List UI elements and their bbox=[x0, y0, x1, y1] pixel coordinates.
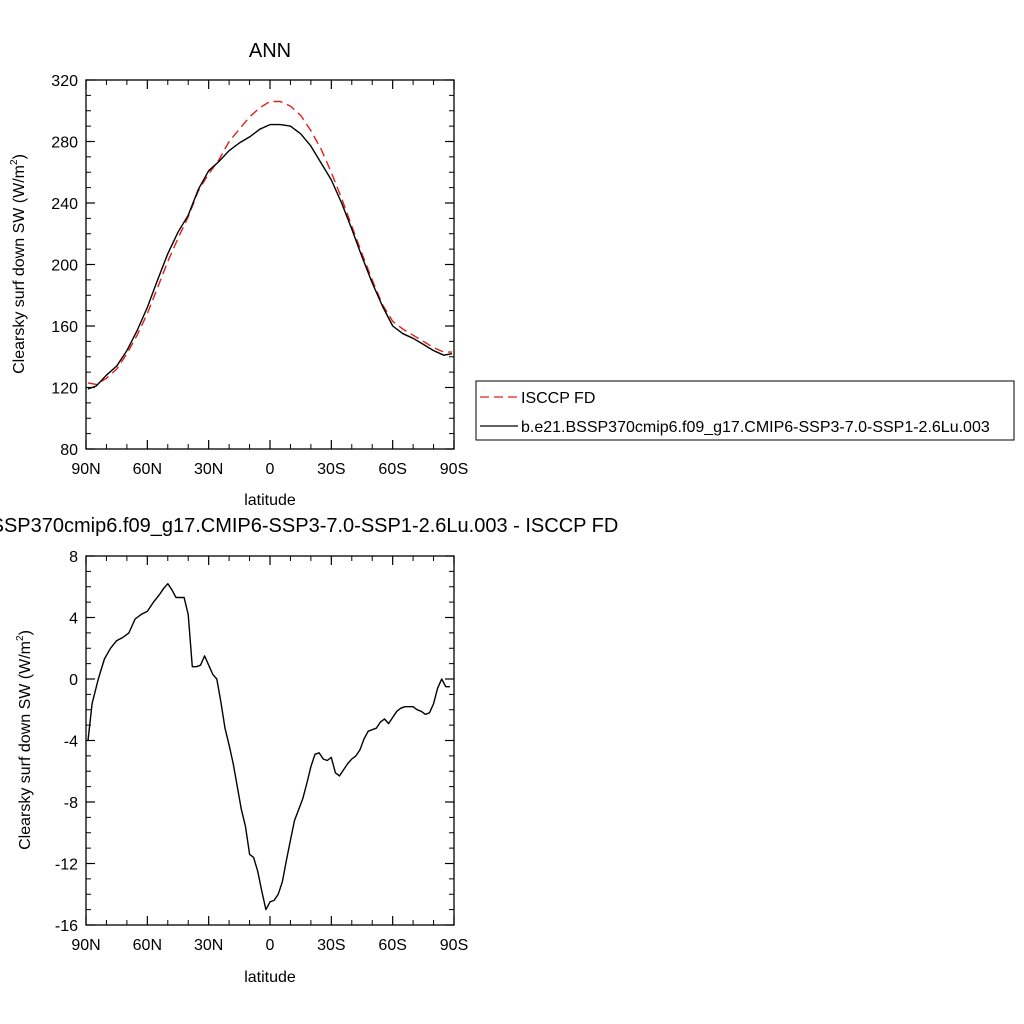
bottom-x-tick-label: 90S bbox=[440, 937, 468, 954]
top-x-tick-label: 60S bbox=[378, 461, 406, 478]
top-axis-ticks: 90N 60N 30N 0 30S 60S 90S 80 120 160 200 240 280 320 bbox=[51, 73, 468, 478]
bottom-y-tick-label: -4 bbox=[64, 734, 78, 751]
top-y-tick-label: 80 bbox=[60, 442, 78, 459]
top-y-tick-label: 200 bbox=[51, 258, 78, 275]
top-chart-title: ANN bbox=[249, 40, 291, 62]
legend-label-isccp: ISCCP FD bbox=[521, 390, 595, 407]
bottom-x-tick-label: 90N bbox=[71, 937, 100, 954]
top-y-tick-label: 320 bbox=[51, 73, 78, 90]
top-x-tick-label: 30S bbox=[317, 461, 345, 478]
top-series-group bbox=[87, 100, 453, 390]
top-series-line-1 bbox=[87, 123, 453, 390]
bottom-x-tick-label: 60N bbox=[133, 937, 162, 954]
bottom-axis-ticks: 90N 60N 30N 0 30S 60S 90S -16 -12 -8 -4 0 4 8 bbox=[55, 549, 468, 954]
top-x-axis-label: latitude bbox=[244, 492, 296, 509]
top-panel: ANN 90N 60N 30N 0 30S 60S 90S 80 120 160 200 240 280… bbox=[9, 40, 468, 509]
bottom-x-tick-label: 30S bbox=[317, 937, 345, 954]
bottom-y-tick-label: -8 bbox=[64, 795, 78, 812]
legend-label-model: b.e21.BSSP370cmip6.f09_g17.CMIP6-SSP3-7.… bbox=[521, 419, 990, 436]
top-plot-frame bbox=[85, 79, 455, 450]
top-x-tick-label: 30N bbox=[194, 461, 223, 478]
top-x-tick-label: 90N bbox=[71, 461, 100, 478]
top-y-tick-label: 240 bbox=[51, 196, 78, 213]
bottom-y-tick-label: -16 bbox=[55, 918, 78, 935]
bottom-y-tick-label: -12 bbox=[55, 857, 78, 874]
bottom-y-tick-label: 8 bbox=[69, 549, 78, 566]
bottom-y-tick-label: 0 bbox=[69, 672, 78, 689]
legend-box bbox=[475, 380, 1015, 441]
top-y-axis-label: Clearsky surf down SW (W/m2) bbox=[9, 154, 28, 374]
bottom-x-axis-label: latitude bbox=[244, 969, 296, 986]
legend: ISCCP FD b.e21.BSSP370cmip6.f09_g17.CMIP… bbox=[475, 380, 1015, 441]
top-y-tick-label: 160 bbox=[51, 319, 78, 336]
bottom-y-axis-label: Clearsky surf down SW (W/m2) bbox=[15, 630, 34, 850]
bottom-chart-title: b.e21.BSSP370cmip6.f09_g17.CMIP6-SSP3-7.… bbox=[0, 515, 618, 537]
top-y-tick-label: 280 bbox=[51, 135, 78, 152]
bottom-series-line-0 bbox=[87, 583, 450, 911]
top-y-tick-label: 120 bbox=[51, 381, 78, 398]
top-x-tick-label: 0 bbox=[266, 461, 275, 478]
bottom-series-group bbox=[87, 583, 450, 911]
bottom-panel: b.e21.BSSP370cmip6.f09_g17.CMIP6-SSP3-7.… bbox=[0, 515, 618, 986]
top-series-line-0 bbox=[87, 100, 452, 386]
top-x-tick-label: 60N bbox=[133, 461, 162, 478]
bottom-plot-frame bbox=[85, 555, 455, 926]
bottom-y-tick-label: 4 bbox=[69, 611, 78, 628]
bottom-x-tick-label: 0 bbox=[266, 937, 275, 954]
bottom-x-tick-label: 60S bbox=[378, 937, 406, 954]
bottom-x-tick-label: 30N bbox=[194, 937, 223, 954]
top-x-tick-label: 90S bbox=[440, 461, 468, 478]
